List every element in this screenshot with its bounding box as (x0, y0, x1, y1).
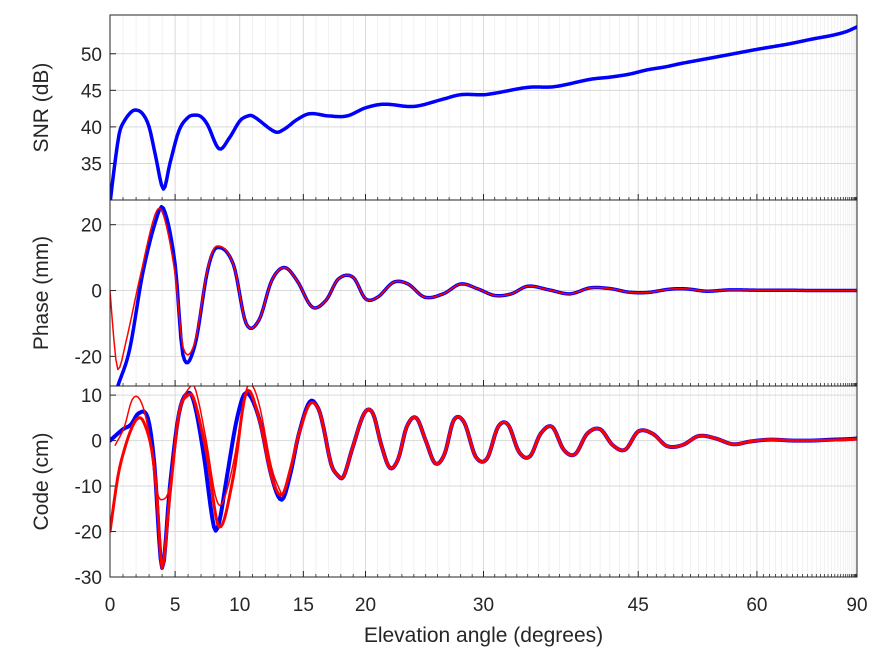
xtick-label: 15 (293, 595, 314, 616)
snr-ylabel: SNR (dB) (30, 63, 53, 153)
xtick-label: 90 (846, 595, 867, 616)
code-ytick-label: 10 (81, 386, 102, 407)
code-panel: -30 -20 -10 0 10 Code (cm) (30, 385, 858, 589)
snr-ytick-label: 35 (81, 154, 102, 175)
xtick-label: 0 (105, 595, 116, 616)
xtick-label: 5 (170, 595, 181, 616)
snr-panel: 35 40 45 50 SNR (dB) (30, 14, 858, 201)
code-ytick-label: 0 (91, 432, 102, 453)
xtick-label: 10 (229, 595, 250, 616)
code-series-group (110, 386, 857, 570)
code-ylabel: Code (cm) (30, 432, 53, 530)
xtick-label: 20 (355, 595, 376, 616)
phase-series-0-line (116, 204, 857, 386)
phase-ytick-label: 0 (91, 282, 102, 303)
xtick-label: 30 (473, 595, 494, 616)
snr-series-group (110, 24, 857, 200)
phase-series-group (110, 204, 857, 386)
phase-ylabel: Phase (mm) (30, 236, 53, 350)
xlabel: Elevation angle (degrees) (364, 624, 603, 647)
snr-ytick-label: 50 (81, 45, 102, 66)
phase-ytick-label: 20 (81, 216, 102, 237)
code-ytick-label: -20 (75, 523, 102, 544)
snr-ytick-label: 40 (81, 118, 102, 139)
xtick-label: 60 (746, 595, 767, 616)
phase-series-1-line (110, 207, 857, 371)
code-axes-frame (109, 385, 858, 578)
code-series-2-line (114, 386, 283, 507)
code-series-1-line (110, 388, 857, 570)
code-ytick-label: -30 (75, 568, 102, 589)
code-ytick-label: -10 (75, 477, 102, 498)
snr-ytick-label: 45 (81, 81, 102, 102)
phase-ytick-label: -20 (75, 347, 102, 368)
phase-panel: -20 0 20 Phase (mm) (30, 199, 858, 387)
xtick-label: 45 (628, 595, 649, 616)
snr-series-0-line (110, 24, 857, 200)
